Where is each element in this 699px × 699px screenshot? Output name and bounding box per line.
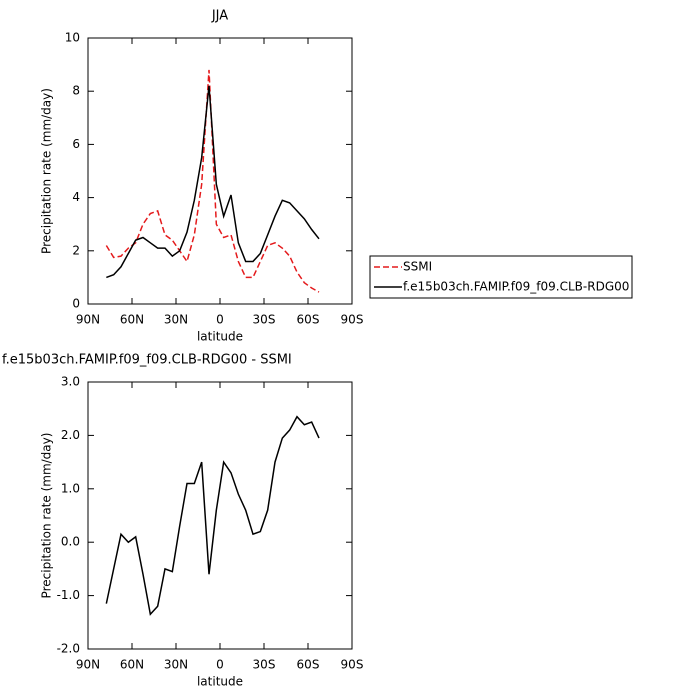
x-axis-label: latitude — [197, 330, 243, 344]
x-tick-label: 0 — [216, 313, 224, 327]
y-tick-label: 2.0 — [61, 428, 80, 442]
x-tick-label: 60S — [297, 658, 320, 672]
x-tick-label: 30S — [253, 313, 276, 327]
x-tick-label: 60S — [297, 313, 320, 327]
x-tick-label: 90N — [76, 658, 100, 672]
y-tick-label: -1.0 — [57, 588, 80, 602]
x-tick-label: 60N — [120, 658, 144, 672]
legend-label: f.e15b03ch.FAMIP.f09_f09.CLB-RDG00 — [403, 280, 629, 294]
y-tick-label: 0 — [72, 297, 80, 311]
x-tick-label: 30S — [253, 658, 276, 672]
y-tick-label: 1.0 — [61, 481, 80, 495]
data-line — [105, 415, 320, 616]
x-tick-label: 30N — [164, 658, 188, 672]
y-axis-label: Precipitation rate (mm/day) — [40, 88, 54, 254]
y-tick-label: -2.0 — [57, 642, 80, 656]
legend-box — [369, 255, 633, 299]
x-axis-label: latitude — [197, 675, 243, 689]
y-tick-label: 0.0 — [61, 535, 80, 549]
y-tick-label: 4 — [72, 190, 80, 204]
y-tick-label: 2 — [72, 243, 80, 257]
x-tick-label: 90S — [341, 313, 364, 327]
data-line — [105, 69, 320, 293]
y-tick-label: 3.0 — [61, 375, 80, 389]
x-tick-label: 30N — [164, 313, 188, 327]
x-tick-label: 90S — [341, 658, 364, 672]
chart-title: f.e15b03ch.FAMIP.f09_f09.CLB-RDG00 - SSM… — [2, 353, 292, 368]
x-tick-label: 0 — [216, 658, 224, 672]
x-tick-label: 60N — [120, 313, 144, 327]
x-tick-label: 90N — [76, 313, 100, 327]
y-tick-label: 8 — [72, 84, 80, 98]
legend-label: SSMI — [403, 260, 432, 274]
y-tick-label: 6 — [72, 137, 80, 151]
plot-frame — [87, 37, 353, 305]
y-tick-label: 10 — [65, 31, 80, 45]
chart-title: JJA — [211, 9, 228, 24]
y-axis-label: Precipitation rate (mm/day) — [40, 433, 54, 599]
data-line — [106, 85, 320, 279]
